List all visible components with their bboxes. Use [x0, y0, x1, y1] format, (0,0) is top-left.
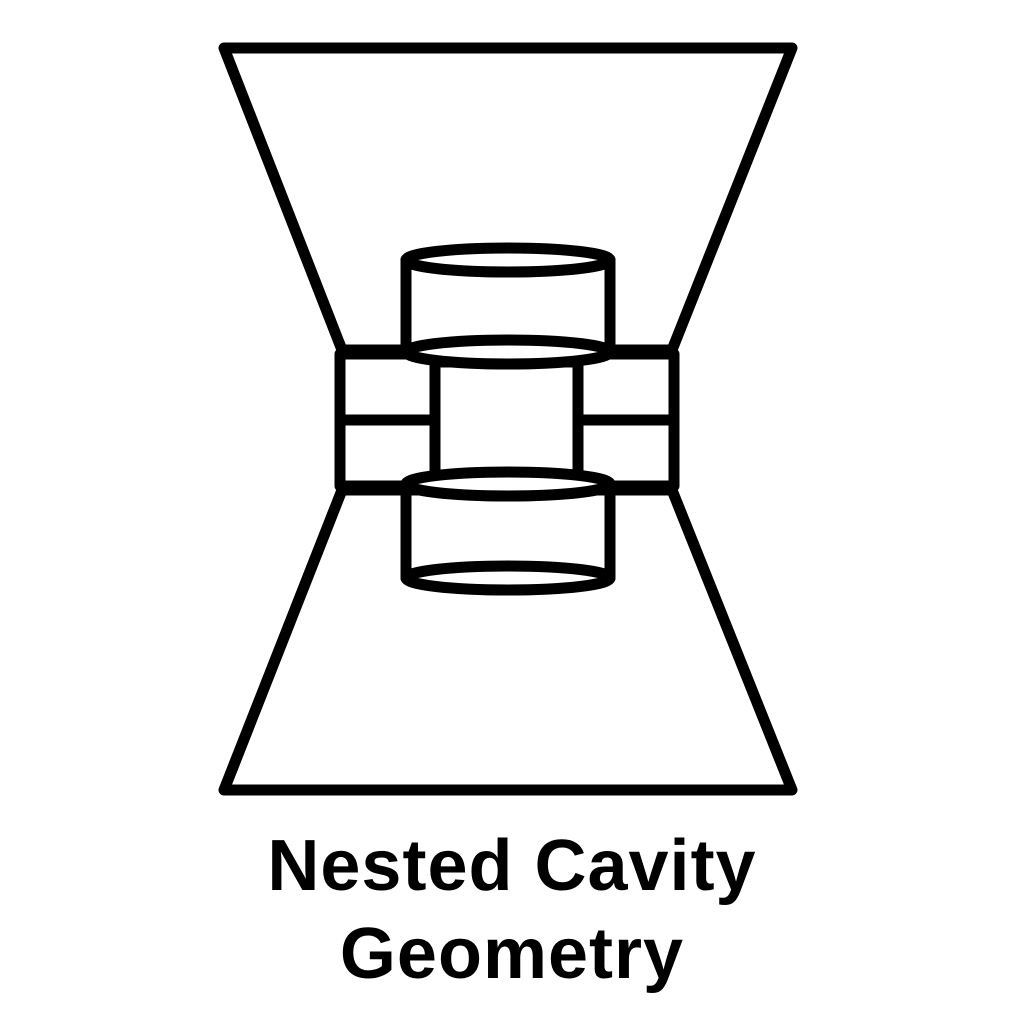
lower-cylinder-body — [400, 478, 616, 584]
upper-cylinder-bottom-rim — [400, 334, 616, 370]
diagram-title-line-2: Geometry — [339, 914, 685, 994]
lower-funnel — [218, 484, 798, 796]
central-connector — [429, 356, 584, 486]
nested-cavity-diagram — [218, 42, 798, 796]
upper-cylinder-top-rim — [400, 242, 616, 278]
upper-funnel — [218, 42, 798, 356]
lower-cylinder — [400, 466, 616, 596]
upper-cylinder — [400, 242, 616, 370]
lower-cylinder-bottom-rim — [400, 560, 616, 596]
upper-cylinder-body — [400, 254, 616, 358]
diagram-title-line-1: Nested Cavity — [267, 826, 757, 906]
lower-cylinder-top-rim — [400, 466, 616, 502]
